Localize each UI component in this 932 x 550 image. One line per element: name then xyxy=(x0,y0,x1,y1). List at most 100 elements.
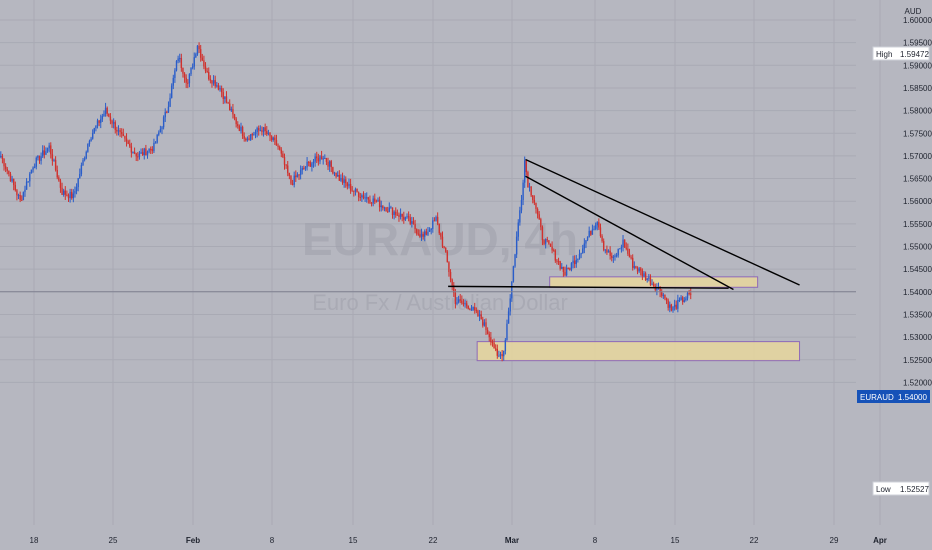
candle-body xyxy=(79,173,81,179)
candle-body xyxy=(156,134,158,143)
candle-body xyxy=(253,134,255,136)
candle-body xyxy=(419,234,421,237)
candle-body xyxy=(424,231,426,237)
candle-body xyxy=(619,248,621,250)
candle-body xyxy=(320,156,323,160)
candle-body xyxy=(0,155,2,157)
price-tick-label: 1.57500 xyxy=(903,129,932,138)
candle-body xyxy=(474,307,476,311)
candle-body xyxy=(148,148,150,152)
candle-body xyxy=(220,88,223,93)
candle-body xyxy=(688,293,690,295)
candle-body xyxy=(169,97,171,107)
candle-body xyxy=(494,348,497,350)
candle-body xyxy=(56,169,58,178)
candle-body xyxy=(391,207,394,216)
zone-rectangle xyxy=(476,341,801,362)
high-label: High xyxy=(876,50,892,59)
candle-body xyxy=(567,267,569,269)
currency-label: AUD xyxy=(905,7,922,16)
candle-body xyxy=(191,66,194,68)
candle-body xyxy=(332,167,334,174)
candle-body xyxy=(222,92,224,100)
price-axis[interactable]: AUD 1.60000 1.59500 1.59000 1.58500 1.58000 1… xyxy=(903,7,932,387)
candle-body xyxy=(240,126,242,131)
price-tick-label: 1.56000 xyxy=(903,197,932,206)
time-axis[interactable]: 18 25 Feb 8 15 22 Mar 8 15 22 29 Apr xyxy=(30,536,887,545)
candle-body xyxy=(243,136,245,139)
candle-body xyxy=(333,172,336,174)
candle-body xyxy=(433,220,436,222)
candle-body xyxy=(664,294,666,299)
candle-body xyxy=(514,254,516,267)
candle-body xyxy=(475,310,478,312)
candle-body xyxy=(172,77,174,86)
candle-body xyxy=(319,156,321,162)
candle-body xyxy=(527,172,529,188)
candle-body xyxy=(543,240,545,244)
candle-body xyxy=(491,342,494,344)
candle-body xyxy=(401,213,403,217)
candle-body xyxy=(299,170,302,175)
candle-body xyxy=(359,197,361,199)
candle-body xyxy=(27,181,29,183)
candle-body xyxy=(330,161,332,168)
candle-body xyxy=(441,236,444,247)
candle-body xyxy=(303,168,305,170)
candle-body xyxy=(512,266,515,282)
candle-body xyxy=(32,167,34,170)
candle-body xyxy=(438,223,440,234)
candle-body xyxy=(88,141,91,145)
candle-body xyxy=(378,199,381,208)
candle-body xyxy=(638,268,640,272)
candle-body xyxy=(287,165,289,173)
candle-body xyxy=(50,145,52,155)
time-tick-label: 22 xyxy=(429,536,438,545)
candle-body xyxy=(282,153,284,158)
candle-body xyxy=(461,300,463,303)
candle-body xyxy=(364,197,366,199)
low-marker: Low 1.52527 xyxy=(872,481,930,496)
time-tick-label: Apr xyxy=(873,536,887,545)
candle-body xyxy=(22,192,25,201)
candle-body xyxy=(164,111,166,118)
candle-body xyxy=(540,219,542,228)
candle-body xyxy=(386,211,389,213)
trend-line xyxy=(525,158,800,286)
candle-body xyxy=(594,225,597,229)
candle-body xyxy=(153,142,155,152)
candle-body xyxy=(501,354,503,357)
candle-body xyxy=(511,281,513,299)
candle-body xyxy=(546,239,548,241)
candle-body xyxy=(196,45,199,55)
candle-body xyxy=(235,118,237,125)
candle-body xyxy=(67,195,70,199)
candle-body xyxy=(612,256,615,258)
candle-body xyxy=(607,250,610,253)
candle-body xyxy=(625,247,627,249)
candle-body xyxy=(232,109,234,115)
candle-body xyxy=(185,77,187,83)
candle-body xyxy=(175,60,178,71)
candle-body xyxy=(141,152,144,156)
candle-body xyxy=(462,302,465,304)
candle-body xyxy=(532,195,534,201)
candle-body xyxy=(361,195,363,198)
candle-body xyxy=(335,172,337,177)
candle-body xyxy=(58,177,60,181)
candle-body xyxy=(258,128,260,131)
candle-body xyxy=(648,277,650,279)
candle-body xyxy=(72,193,75,199)
candle-body xyxy=(569,268,571,270)
candle-body xyxy=(467,305,469,309)
candle-body xyxy=(396,214,399,216)
candle-body xyxy=(38,155,41,161)
candle-body xyxy=(69,191,71,199)
candle-body xyxy=(87,144,89,152)
candle-body xyxy=(538,214,540,220)
candle-body xyxy=(162,117,165,128)
candle-body xyxy=(662,294,665,296)
candle-body xyxy=(100,119,102,123)
candle-body xyxy=(170,85,173,98)
candle-body xyxy=(367,197,370,200)
